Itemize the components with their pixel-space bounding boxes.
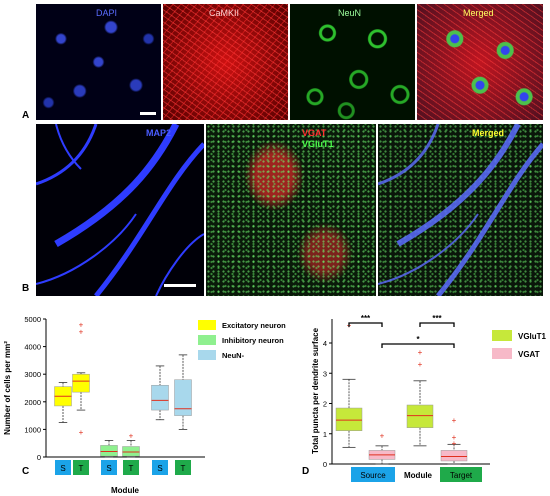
d-0-1-outlier: +: [418, 360, 423, 369]
c-y-tick-label: 4000: [24, 343, 41, 352]
scale-bar-b: [164, 284, 196, 287]
c-module-badge-label: T: [79, 464, 84, 473]
panel-a-merged-image: Merged: [417, 4, 543, 120]
d-target-badge-label: Target: [450, 471, 473, 480]
c-module-badge: [55, 460, 71, 475]
d-sig-source-label: ***: [361, 314, 371, 323]
c-2-0-box: [151, 384, 169, 411]
c-1-1-outlier: +: [129, 431, 134, 440]
c-module-badge-label: T: [129, 464, 134, 473]
merged-dendrites: [378, 124, 543, 296]
c-legend-label: Inhibitory neuron: [222, 336, 284, 345]
c-y-tick-label: 3000: [24, 370, 41, 379]
dapi-label: DAPI: [96, 8, 118, 18]
c-module-badge-label: T: [181, 464, 186, 473]
d-1-1-box: [440, 450, 468, 462]
d-sig-between-label: *: [416, 335, 420, 344]
c-x-label: Module: [111, 486, 140, 495]
c-0-1-outlier: +: [79, 321, 84, 330]
d-0-0-box: [335, 407, 363, 431]
panel-a-camkii-image: CaMKII: [163, 4, 288, 120]
c-0-1-outlier: +: [79, 428, 84, 437]
d-sig-between-bracket: [381, 343, 455, 348]
c-module-badge-label: S: [157, 464, 162, 473]
c-0-1-outlier: +: [79, 327, 84, 336]
neun-label: NeuN: [338, 8, 362, 18]
d-source-badge-label: Source: [360, 471, 386, 480]
panel-b-synapse-image: VGAT VGluT1: [206, 124, 376, 296]
panel-letter-a: A: [22, 110, 30, 121]
camkii-label: CaMKII: [209, 8, 240, 18]
scale-bar: [140, 112, 156, 115]
panel-b-map2-image: MAP2: [36, 124, 204, 296]
c-1-0-box: [100, 445, 118, 457]
c-module-badge: [175, 460, 191, 475]
c-0-1-box: [72, 373, 90, 393]
c-module-badge: [101, 460, 117, 475]
map2-label: MAP2: [146, 128, 172, 138]
c-2-1-box: [174, 379, 192, 416]
d-1-1-outlier: +: [452, 439, 457, 448]
vglut1-label: VGluT1: [302, 139, 334, 149]
c-module-badge: [73, 460, 89, 475]
d-sig-source-bracket: [348, 322, 383, 327]
panel-b-merged-image: Merged: [378, 124, 543, 296]
c-legend-label: Excitatory neuron: [222, 321, 286, 330]
d-y-tick-label: 1: [323, 430, 327, 439]
map2-dendrites: [36, 124, 204, 296]
d-sig-target-label: ***: [432, 314, 442, 323]
d-target-badge: [440, 467, 482, 482]
c-module-badge-label: S: [106, 464, 111, 473]
d-y-label: Total puncta per dendrite surface: [311, 327, 320, 454]
d-y-tick-label: 3: [323, 369, 327, 378]
c-1-1-box: [122, 446, 140, 457]
d-sig-target-bracket: [419, 322, 455, 327]
c-module-badge: [152, 460, 168, 475]
d-legend-swatch: [492, 330, 512, 341]
d-legend-label: VGluT1: [518, 332, 547, 341]
panel-a-dapi-image: DAPI: [36, 4, 161, 120]
panel-letter-b: B: [22, 283, 30, 294]
vgat-label: VGAT: [302, 128, 327, 138]
d-1-1-outlier: +: [452, 416, 457, 425]
c-module-badge-label: S: [60, 464, 65, 473]
panel-letter-d: D: [302, 466, 309, 477]
d-y-tick-label: 4: [323, 339, 327, 348]
c-y-tick-label: 0: [37, 453, 41, 462]
c-legend-swatch: [198, 335, 216, 345]
c-legend-label: NeuN-: [222, 351, 245, 360]
d-legend-label: VGAT: [518, 350, 540, 359]
d-0-1-box: [406, 404, 434, 428]
d-source-badge: [351, 467, 395, 482]
c-legend-swatch: [198, 350, 216, 360]
c-legend-swatch: [198, 320, 216, 330]
d-x-label: Module: [404, 471, 433, 480]
c-y-label: Number of cells per mm²: [3, 341, 12, 435]
c-y-tick-label: 1000: [24, 425, 41, 434]
c-y-tick-label: 2000: [24, 398, 41, 407]
panel-a-neun-image: NeuN: [290, 4, 415, 120]
d-1-0-outlier: +: [380, 431, 385, 440]
c-y-tick-label: 5000: [24, 315, 41, 324]
d-y-tick-label: 0: [323, 460, 327, 469]
merged-label-b: Merged: [472, 128, 505, 138]
d-1-1-outlier: +: [452, 433, 457, 442]
panel-letter-c: C: [22, 466, 29, 477]
d-0-1-outlier: +: [418, 348, 423, 357]
d-y-tick-label: 2: [323, 400, 327, 409]
c-module-badge: [123, 460, 139, 475]
merged-label: Merged: [463, 8, 494, 18]
d-legend-swatch: [492, 348, 512, 359]
